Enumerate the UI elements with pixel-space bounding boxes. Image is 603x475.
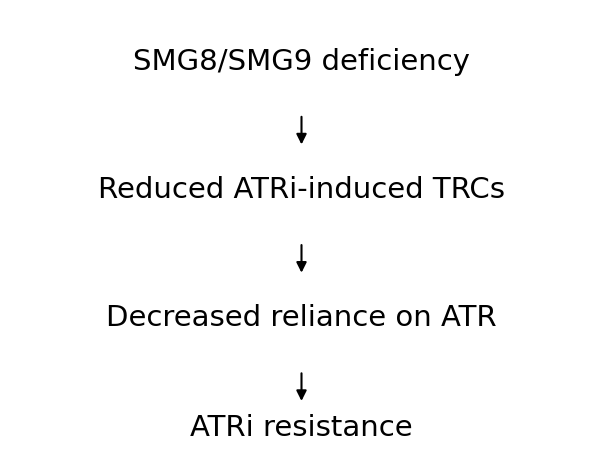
Text: Decreased reliance on ATR: Decreased reliance on ATR <box>106 304 497 332</box>
Text: Reduced ATRi-induced TRCs: Reduced ATRi-induced TRCs <box>98 176 505 204</box>
Text: ATRi resistance: ATRi resistance <box>190 414 413 441</box>
Text: SMG8/SMG9 deficiency: SMG8/SMG9 deficiency <box>133 48 470 76</box>
